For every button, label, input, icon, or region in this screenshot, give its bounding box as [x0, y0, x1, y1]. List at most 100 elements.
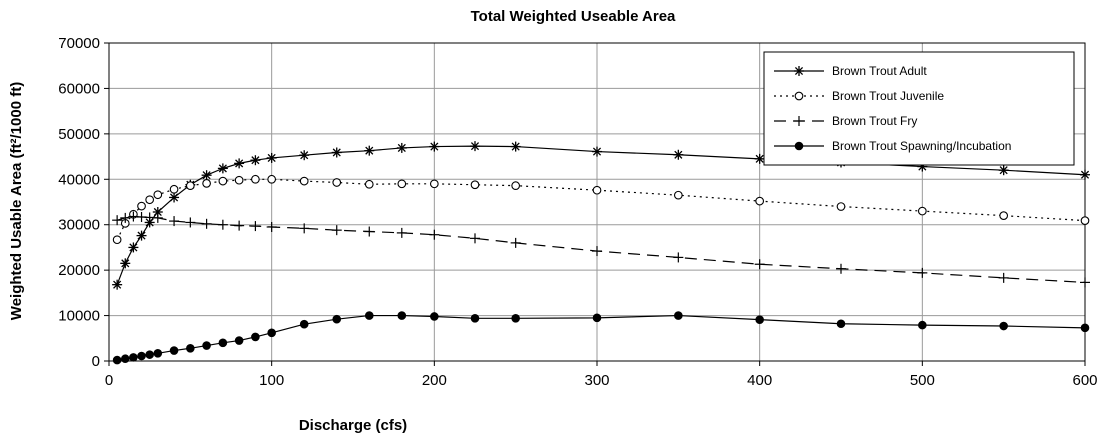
data-point: [145, 195, 155, 205]
x-tick-label: 100: [259, 372, 284, 389]
data-point: [364, 145, 375, 156]
data-point: [673, 252, 684, 263]
data-point: [429, 229, 440, 240]
legend-marker: [794, 141, 804, 151]
y-tick-label: 70000: [58, 35, 100, 52]
data-point: [112, 215, 123, 226]
legend-label: Brown Trout Spawning/Incubation: [832, 139, 1011, 153]
data-point: [218, 338, 228, 348]
data-point: [397, 311, 407, 320]
data-point: [299, 176, 309, 186]
y-tick-label: 50000: [58, 126, 100, 143]
data-point: [185, 217, 196, 228]
data-point: [202, 179, 211, 188]
data-point: [217, 219, 228, 230]
data-point: [299, 319, 309, 329]
data-point: [1080, 277, 1090, 288]
data-point: [364, 179, 374, 189]
series-line: [116, 145, 1086, 285]
axis-ticks: 0 10000 20000 30000 40000 50000 60000 70000 0 100…: [58, 35, 1097, 389]
data-point: [251, 174, 260, 184]
data-point: [251, 332, 260, 342]
data-point: [364, 311, 374, 320]
data-point: [674, 311, 683, 320]
data-point: [169, 184, 179, 194]
data-point: [185, 181, 195, 190]
series-brown-trout-adult: [112, 141, 1090, 290]
data-point: [136, 230, 147, 241]
data-point: [754, 259, 765, 270]
data-point: [917, 206, 927, 216]
data-point: [470, 313, 480, 323]
data-point: [120, 258, 131, 269]
x-tick-label: 600: [1072, 372, 1097, 389]
legend: Brown Trout Adult Brown Trout Juvenile Bro…: [763, 51, 1075, 166]
data-point: [266, 152, 277, 163]
series-brown-trout-spawning-incubation: [112, 311, 1090, 365]
x-axis-label: Discharge (cfs): [299, 417, 407, 434]
data-point: [299, 150, 310, 161]
y-tick-label: 40000: [58, 171, 100, 188]
data-point: [592, 313, 602, 323]
y-tick-label: 10000: [58, 308, 100, 325]
data-point: [332, 178, 342, 187]
legend-marker: [794, 116, 804, 126]
legend-entry: Brown Trout Fry: [774, 114, 917, 128]
data-point: [267, 174, 277, 184]
data-point: [234, 220, 245, 231]
data-point: [673, 190, 683, 200]
y-axis-label: Weighted Usable Area (ft²/1000 ft): [8, 82, 25, 320]
data-point: [510, 141, 521, 152]
data-point: [218, 176, 228, 186]
data-point: [234, 336, 244, 345]
data-point: [145, 350, 154, 359]
series-brown-trout-juvenile: [112, 174, 1090, 245]
data-point: [186, 343, 195, 353]
data-point: [299, 223, 310, 234]
data-point: [250, 155, 261, 166]
data-point: [918, 320, 927, 330]
data-point: [137, 351, 146, 361]
data-point: [673, 149, 684, 160]
data-point: [470, 141, 480, 152]
data-point: [755, 196, 765, 206]
data-point: [470, 180, 480, 190]
data-point: [234, 175, 244, 185]
data-point: [112, 279, 123, 290]
series-brown-trout-fry: [112, 211, 1090, 288]
y-tick-label: 20000: [58, 262, 100, 279]
data-point: [396, 142, 407, 153]
data-point: [169, 192, 180, 203]
chart-title: Total Weighted Useable Area: [471, 8, 676, 25]
data-point: [120, 212, 131, 223]
data-point: [1080, 216, 1090, 225]
data-point: [331, 147, 342, 158]
data-point: [1080, 169, 1090, 180]
data-point: [137, 201, 146, 211]
data-point: [917, 267, 928, 278]
legend-label: Brown Trout Fry: [832, 114, 917, 128]
data-point: [755, 315, 764, 324]
data-point: [754, 153, 765, 164]
data-point: [836, 263, 846, 274]
data-point: [234, 158, 245, 169]
legend-label: Brown Trout Adult: [832, 64, 927, 78]
data-point: [129, 353, 138, 362]
data-point: [430, 312, 439, 321]
data-point: [267, 328, 276, 338]
series-group: [112, 141, 1090, 365]
series-line: [116, 178, 1086, 240]
data-point: [112, 235, 122, 245]
data-point: [396, 227, 407, 238]
y-tick-label: 60000: [58, 80, 100, 97]
data-point: [201, 218, 212, 229]
data-point: [592, 185, 602, 195]
data-point: [836, 319, 846, 329]
y-tick-label: 0: [92, 353, 100, 370]
series-line: [116, 215, 1086, 284]
data-point: [152, 212, 163, 223]
data-point: [397, 179, 407, 189]
data-point: [364, 226, 375, 237]
x-tick-label: 300: [584, 372, 609, 389]
